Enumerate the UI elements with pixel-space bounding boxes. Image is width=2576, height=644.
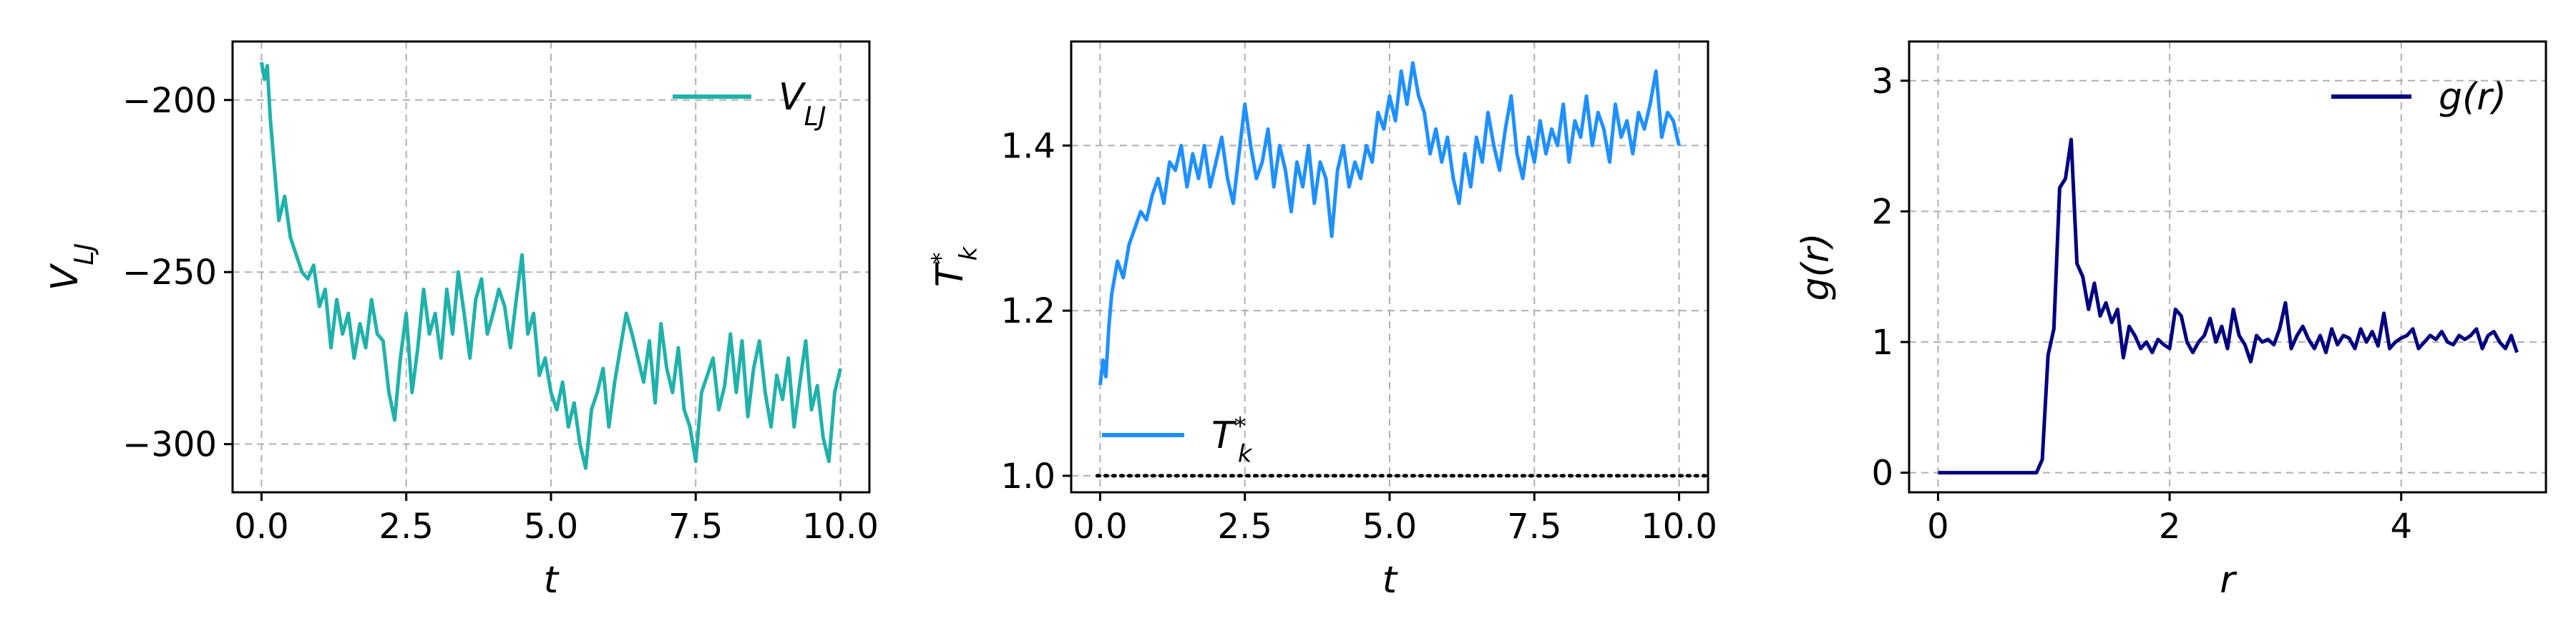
x-tick-label: 4: [2390, 507, 2412, 547]
x-axis-label: r: [2220, 559, 2238, 602]
chart-panel-2: 0.0 2.5 5.0 7.5 10.0 1.0 1.2 1.4 t T*k T* k: [927, 40, 1717, 602]
series-line-gr: [1938, 137, 2519, 475]
legend-entry: g(r): [2331, 76, 2507, 119]
chart-panel-3: 0 2 4 0 1 2 3 r g(r) g(r): [1795, 40, 2547, 602]
y-tick-label: 0: [1871, 454, 1893, 494]
y-tick-label: 2: [1871, 192, 1893, 232]
x-tick-label: 0.0: [234, 507, 288, 547]
plot-frame: [1908, 40, 2547, 494]
legend-entry: T* k: [1102, 412, 1253, 468]
y-axis-label: T*k: [927, 245, 982, 287]
legend-label: T* k: [1211, 412, 1253, 468]
y-tick-label: −300: [122, 425, 217, 465]
series-line-vlj: [260, 62, 842, 470]
x-tick-label: 0.0: [1073, 507, 1127, 547]
x-tick-label: 7.5: [1507, 507, 1561, 547]
x-axis-label: t: [1382, 559, 1398, 602]
y-axis-label: g(r): [1795, 233, 1838, 301]
legend-entry: VLJ: [673, 76, 826, 132]
x-tick-label: 0: [1927, 507, 1949, 547]
y-tick-label: −200: [122, 81, 217, 121]
legend-label: VLJ: [779, 76, 826, 132]
x-tick-label: 2.5: [379, 507, 434, 547]
y-tick-label: 1.2: [1001, 291, 1055, 331]
x-tick-label: 5.0: [524, 507, 578, 547]
x-tick-label: 7.5: [668, 507, 723, 547]
y-axis-label: VLJ: [44, 243, 99, 291]
x-tick-label: 10.0: [1641, 507, 1717, 547]
y-tick-label: 1: [1871, 323, 1893, 363]
x-tick-label: 2: [2159, 507, 2181, 547]
chart-panel-1: 0.0 2.5 5.0 7.5 10.0 −200 −250 −300 t VLJ VLJ: [44, 40, 879, 602]
x-tick-label: 2.5: [1218, 507, 1272, 547]
x-axis-label: t: [544, 559, 560, 602]
x-tick-label: 10.0: [802, 507, 879, 547]
legend-label: g(r): [2439, 76, 2507, 119]
y-tick-label: 1.0: [1001, 457, 1055, 497]
y-tick-label: 3: [1871, 62, 1893, 102]
x-tick-label: 5.0: [1362, 507, 1417, 547]
y-tick-label: 1.4: [1001, 126, 1055, 166]
y-tick-label: −250: [122, 253, 217, 293]
series-line-tk: [1098, 61, 1681, 386]
